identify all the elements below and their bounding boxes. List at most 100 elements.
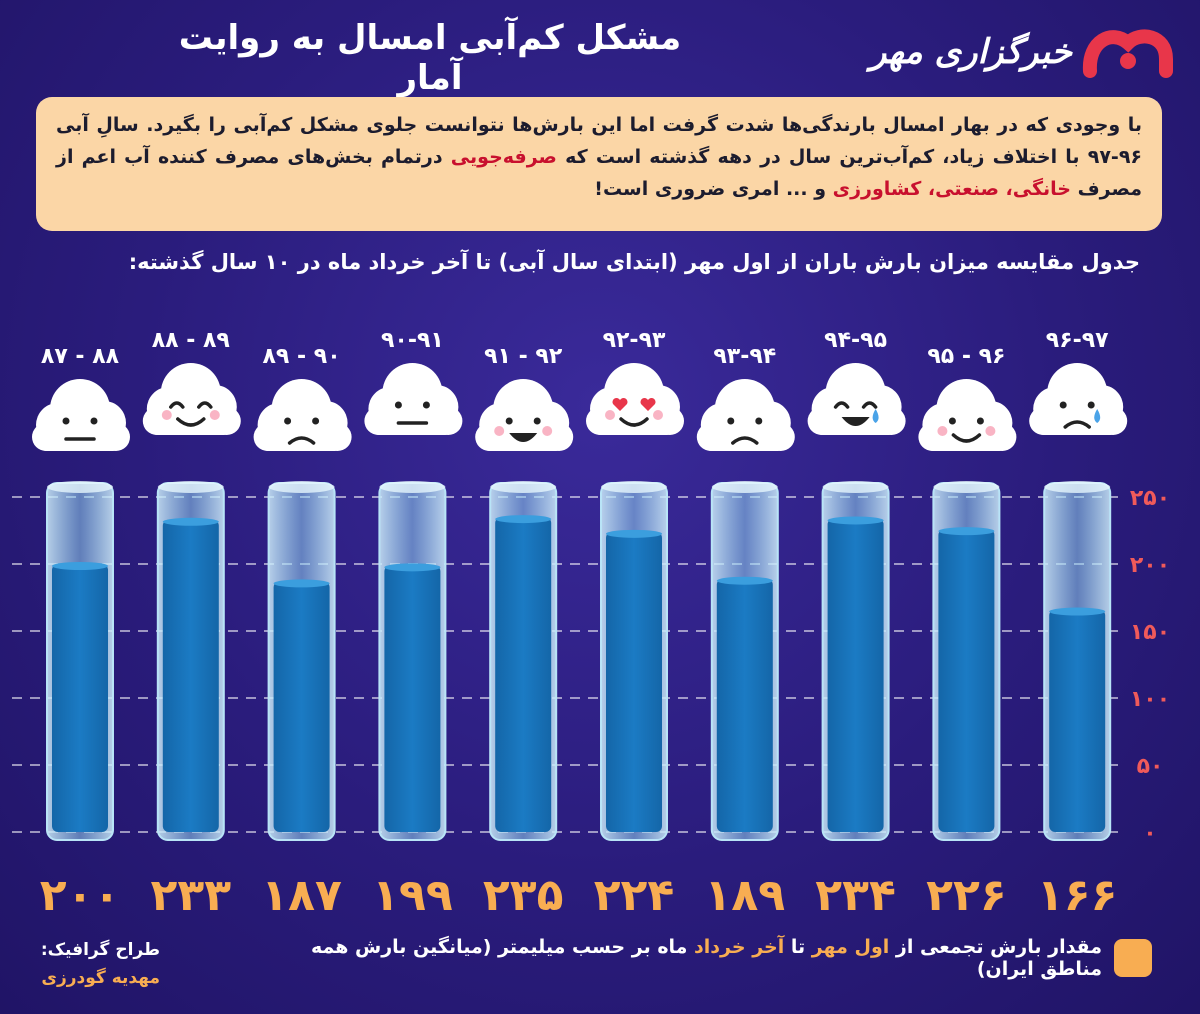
tube-rim bbox=[379, 481, 446, 493]
mouth bbox=[951, 433, 982, 443]
bar-surface bbox=[938, 527, 995, 536]
category-label: ۹۲-۹۳ bbox=[603, 328, 666, 353]
mouth bbox=[176, 417, 206, 427]
intro-text: و ... امری ضروری است! bbox=[594, 178, 833, 200]
tube-rim bbox=[1044, 481, 1111, 493]
eye bbox=[312, 417, 320, 425]
blush bbox=[542, 426, 553, 436]
blush bbox=[937, 426, 948, 436]
eye bbox=[422, 401, 430, 409]
tear bbox=[872, 409, 879, 423]
eye bbox=[948, 417, 956, 425]
bar bbox=[716, 578, 773, 832]
chart-subtitle: جدول مقایسه میزان بارش باران از اول مهر … bbox=[128, 250, 1140, 274]
intro-text: با وجودی که در بهار امسال بارندگی‌ها شدت… bbox=[56, 114, 1143, 168]
bar bbox=[1049, 609, 1106, 832]
intro-box: با وجودی که در بهار امسال بارندگی‌ها شدت… bbox=[36, 97, 1162, 231]
bar-surface bbox=[162, 517, 219, 526]
tube-rim bbox=[157, 481, 224, 493]
value-label: ۲۳۳ bbox=[151, 870, 232, 921]
bar-group: ۹۱ - ۹۲ ۲۳۵ bbox=[475, 344, 574, 921]
legend: مقدار بارش تجمعی از اول مهر تا آخر خرداد… bbox=[252, 936, 1152, 980]
tube-rim bbox=[47, 481, 113, 493]
bar bbox=[495, 517, 552, 832]
category-label: ۸۸ - ۸۹ bbox=[152, 328, 230, 353]
tube-rim bbox=[822, 481, 889, 493]
eye bbox=[755, 417, 763, 425]
bar-group: ۸۷ - ۸۸ ۲۰۰ bbox=[32, 344, 130, 921]
cloud-icon bbox=[696, 379, 795, 451]
blush bbox=[209, 410, 220, 420]
bar bbox=[938, 529, 995, 832]
mouth bbox=[1063, 420, 1091, 429]
tube-rim bbox=[601, 481, 667, 493]
value-label: ۱۶۶ bbox=[1037, 870, 1118, 921]
cloud-icon bbox=[807, 363, 906, 435]
intro-text: درتمام بخش‌های مصرف کننده آب اعم از مصرف bbox=[56, 146, 1142, 200]
intro-highlight-saving: صرفه‌جویی bbox=[450, 146, 557, 168]
bar-group: ۹۲-۹۳ ۲۲۴ bbox=[586, 328, 684, 921]
eye bbox=[169, 401, 185, 409]
mouth bbox=[841, 417, 870, 426]
bar-surface bbox=[273, 579, 330, 588]
bar-surface bbox=[827, 516, 884, 525]
heart-eye bbox=[612, 397, 628, 411]
bar-group: ۹۴-۹۵ ۲۳۴ bbox=[807, 328, 906, 921]
brand-name: خبرگزاری مهر bbox=[870, 32, 1072, 72]
bar-group: ۹۶-۹۷ ۱۶۶ bbox=[1029, 328, 1128, 921]
cloud-icon bbox=[1029, 363, 1128, 435]
cloud-icon bbox=[364, 363, 463, 435]
mouth bbox=[509, 433, 538, 442]
bar-group: ۹۵ - ۹۶ ۲۲۶ bbox=[918, 344, 1017, 921]
cloud-base bbox=[588, 409, 680, 435]
value-label: ۲۲۴ bbox=[594, 870, 675, 921]
tube-rim bbox=[711, 481, 778, 493]
category-label: ۹۰-۹۱ bbox=[381, 328, 444, 353]
eye bbox=[861, 401, 878, 409]
brand: خبرگزاری مهر bbox=[844, 16, 1174, 88]
value-label: ۲۳۴ bbox=[815, 870, 896, 921]
legend-text: مقدار بارش تجمعی از اول مهر تا آخر خرداد… bbox=[310, 936, 1102, 980]
blush bbox=[494, 426, 505, 436]
cloud-base bbox=[920, 425, 1013, 451]
eye bbox=[197, 401, 213, 409]
y-tick-label: ۲۰۰ bbox=[1130, 553, 1170, 578]
bar bbox=[273, 581, 330, 832]
value-label: ۱۸۷ bbox=[261, 870, 342, 921]
category-label: ۸۹ - ۹۰ bbox=[263, 344, 341, 369]
blush bbox=[161, 410, 172, 420]
mouth bbox=[287, 436, 316, 445]
y-tick-label: ۰ bbox=[1143, 821, 1156, 846]
category-label: ۹۴-۹۵ bbox=[824, 328, 887, 353]
cloud-icon bbox=[918, 379, 1017, 451]
bar bbox=[384, 565, 441, 832]
tube-rim bbox=[490, 481, 557, 493]
brand-logo-icon bbox=[1082, 29, 1173, 78]
heart-eye bbox=[640, 397, 656, 411]
credit-name: مهدیه گودرزی bbox=[41, 968, 160, 988]
bar-surface bbox=[52, 562, 108, 570]
eye bbox=[1059, 401, 1067, 409]
category-label: ۸۷ - ۸۸ bbox=[41, 344, 120, 369]
eye bbox=[533, 417, 541, 425]
bar-group: ۹۰-۹۱ ۱۹۹ bbox=[364, 328, 463, 921]
eye bbox=[505, 417, 513, 425]
designer-credit: طراح گرافیک: مهدیه گودرزی bbox=[20, 936, 160, 992]
value-label: ۲۳۵ bbox=[483, 870, 564, 921]
y-tick-label: ۲۵۰ bbox=[1130, 486, 1170, 511]
bar-group: ۸۹ - ۹۰ ۱۸۷ bbox=[253, 344, 352, 921]
eye bbox=[727, 417, 735, 425]
mouth bbox=[731, 436, 759, 445]
bar-surface bbox=[1049, 607, 1106, 616]
bar bbox=[162, 519, 219, 832]
value-label: ۱۸۹ bbox=[705, 870, 786, 921]
bar-surface bbox=[384, 563, 441, 572]
value-label: ۲۰۰ bbox=[40, 870, 121, 921]
intro-highlight-sectors: خانگی، صنعتی، کشاورزی bbox=[832, 178, 1071, 200]
cloud-icon bbox=[586, 363, 684, 435]
bar-group: ۸۸ - ۸۹ ۲۳۳ bbox=[142, 328, 241, 921]
y-tick-label: ۱۰۰ bbox=[1130, 687, 1170, 712]
rainfall-chart: ۰ ۵۰ ۱۰۰ ۱۵۰ ۲۰۰ ۲۵۰ ۸۷ - ۸۸ ۲۰۰ ۸۸ - ۸۹ ۲۳۳ ۸۹ - … bbox=[12, 328, 1170, 921]
cloud-icon bbox=[142, 363, 241, 435]
eye bbox=[284, 417, 292, 425]
